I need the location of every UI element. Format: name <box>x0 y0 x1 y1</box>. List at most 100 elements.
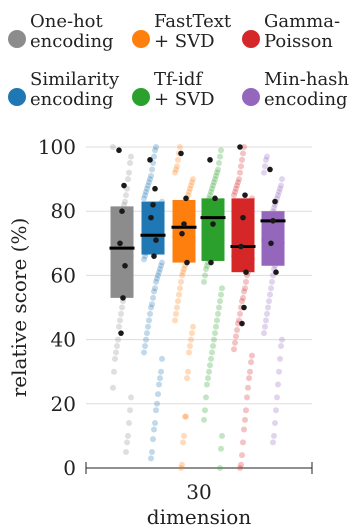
strip-point <box>190 176 196 183</box>
strip-point <box>143 188 149 195</box>
y-tick-label: 100 <box>38 135 76 159</box>
strip-point <box>121 201 127 208</box>
highlight-point <box>121 182 127 189</box>
strip-point <box>275 381 281 388</box>
strip-point <box>182 413 188 420</box>
x-axis-label: dimension <box>147 505 252 525</box>
strip-point <box>264 153 270 160</box>
strip-point <box>235 320 241 327</box>
strip-point <box>188 336 194 343</box>
strip-point <box>203 265 209 272</box>
strip-point <box>149 166 155 173</box>
strip-point <box>189 179 195 186</box>
strip-point <box>261 169 267 176</box>
strip-point <box>189 330 195 337</box>
strip-point <box>273 407 279 414</box>
strip-point <box>126 169 132 176</box>
strip-point <box>218 291 224 298</box>
legend-label: Gamma- Poisson <box>264 11 341 52</box>
legend-label: Min-hash encoding <box>264 69 350 110</box>
strip-point <box>208 355 214 362</box>
highlight-point <box>184 259 190 266</box>
y-tick-label: 20 <box>51 392 76 416</box>
strip-point <box>202 272 208 279</box>
strip-point <box>141 195 147 202</box>
strip-point <box>148 455 154 462</box>
strip-point <box>204 262 210 269</box>
strip-point <box>279 176 285 183</box>
strip-point <box>232 188 238 195</box>
strip-point <box>128 394 134 401</box>
strip-point <box>236 176 242 183</box>
strip-point <box>264 310 270 317</box>
strip-point <box>187 343 193 350</box>
highlight-point <box>237 144 243 150</box>
strip-point <box>149 448 155 455</box>
strip-point <box>181 265 187 272</box>
strip-point <box>150 294 156 301</box>
strip-point <box>272 420 278 427</box>
strip-point <box>149 301 155 308</box>
highlight-point <box>272 198 278 205</box>
box <box>261 211 285 266</box>
strip-point <box>203 394 209 401</box>
highlight-point <box>148 214 154 221</box>
strip-point <box>177 144 183 150</box>
strip-point <box>113 349 119 356</box>
strip-point <box>153 144 159 150</box>
strip-point <box>234 326 240 333</box>
strip-point <box>157 375 163 382</box>
strip-point <box>265 304 271 311</box>
strip-point <box>146 317 152 324</box>
strip-point <box>123 192 129 199</box>
strip-point <box>155 391 161 398</box>
strip-point <box>144 330 150 337</box>
strip-point <box>237 465 243 471</box>
strip-point <box>179 461 185 468</box>
strip-point <box>213 172 219 179</box>
highlight-point <box>242 192 248 198</box>
strip-point <box>217 465 223 471</box>
strip-point <box>144 185 150 192</box>
strip-point <box>239 452 245 459</box>
strip-point <box>218 147 224 154</box>
strip-point <box>153 407 159 414</box>
strip-point <box>183 413 189 420</box>
strip-point <box>147 310 153 317</box>
strip-point <box>111 368 117 375</box>
strip-point <box>186 188 192 195</box>
strip-point <box>240 294 246 301</box>
highlight-point <box>150 201 156 208</box>
highlight-point <box>238 243 244 250</box>
y-tick-label: 0 <box>63 456 76 480</box>
strip-point <box>156 269 162 276</box>
box <box>172 199 196 263</box>
strip-point <box>180 439 186 446</box>
strip-point <box>152 285 158 292</box>
y-tick-label: 40 <box>51 328 76 352</box>
legend: One-hot encoding FastText + SVD Gamma- P… <box>0 0 355 130</box>
strip-point <box>277 355 283 362</box>
legend-swatch-icon <box>8 88 26 106</box>
highlight-point <box>147 157 153 163</box>
strip-point <box>279 336 285 343</box>
strip-point <box>263 156 269 163</box>
strip-point <box>124 439 130 446</box>
strip-point <box>187 185 193 192</box>
strip-point <box>246 375 252 382</box>
strip-point <box>116 323 122 330</box>
strip-point <box>158 262 164 269</box>
strip-point <box>172 317 178 324</box>
strip-point <box>127 407 133 414</box>
highlight-point <box>210 221 216 227</box>
highlight-point <box>212 195 218 202</box>
strip-point <box>248 359 254 366</box>
strip-point <box>151 153 157 160</box>
strip-point <box>207 362 213 369</box>
strip-point <box>215 166 221 173</box>
strip-point <box>173 166 179 173</box>
strip-point <box>239 298 245 305</box>
strip-point <box>276 188 282 195</box>
strip-point <box>178 465 184 471</box>
strip-point <box>215 310 221 317</box>
